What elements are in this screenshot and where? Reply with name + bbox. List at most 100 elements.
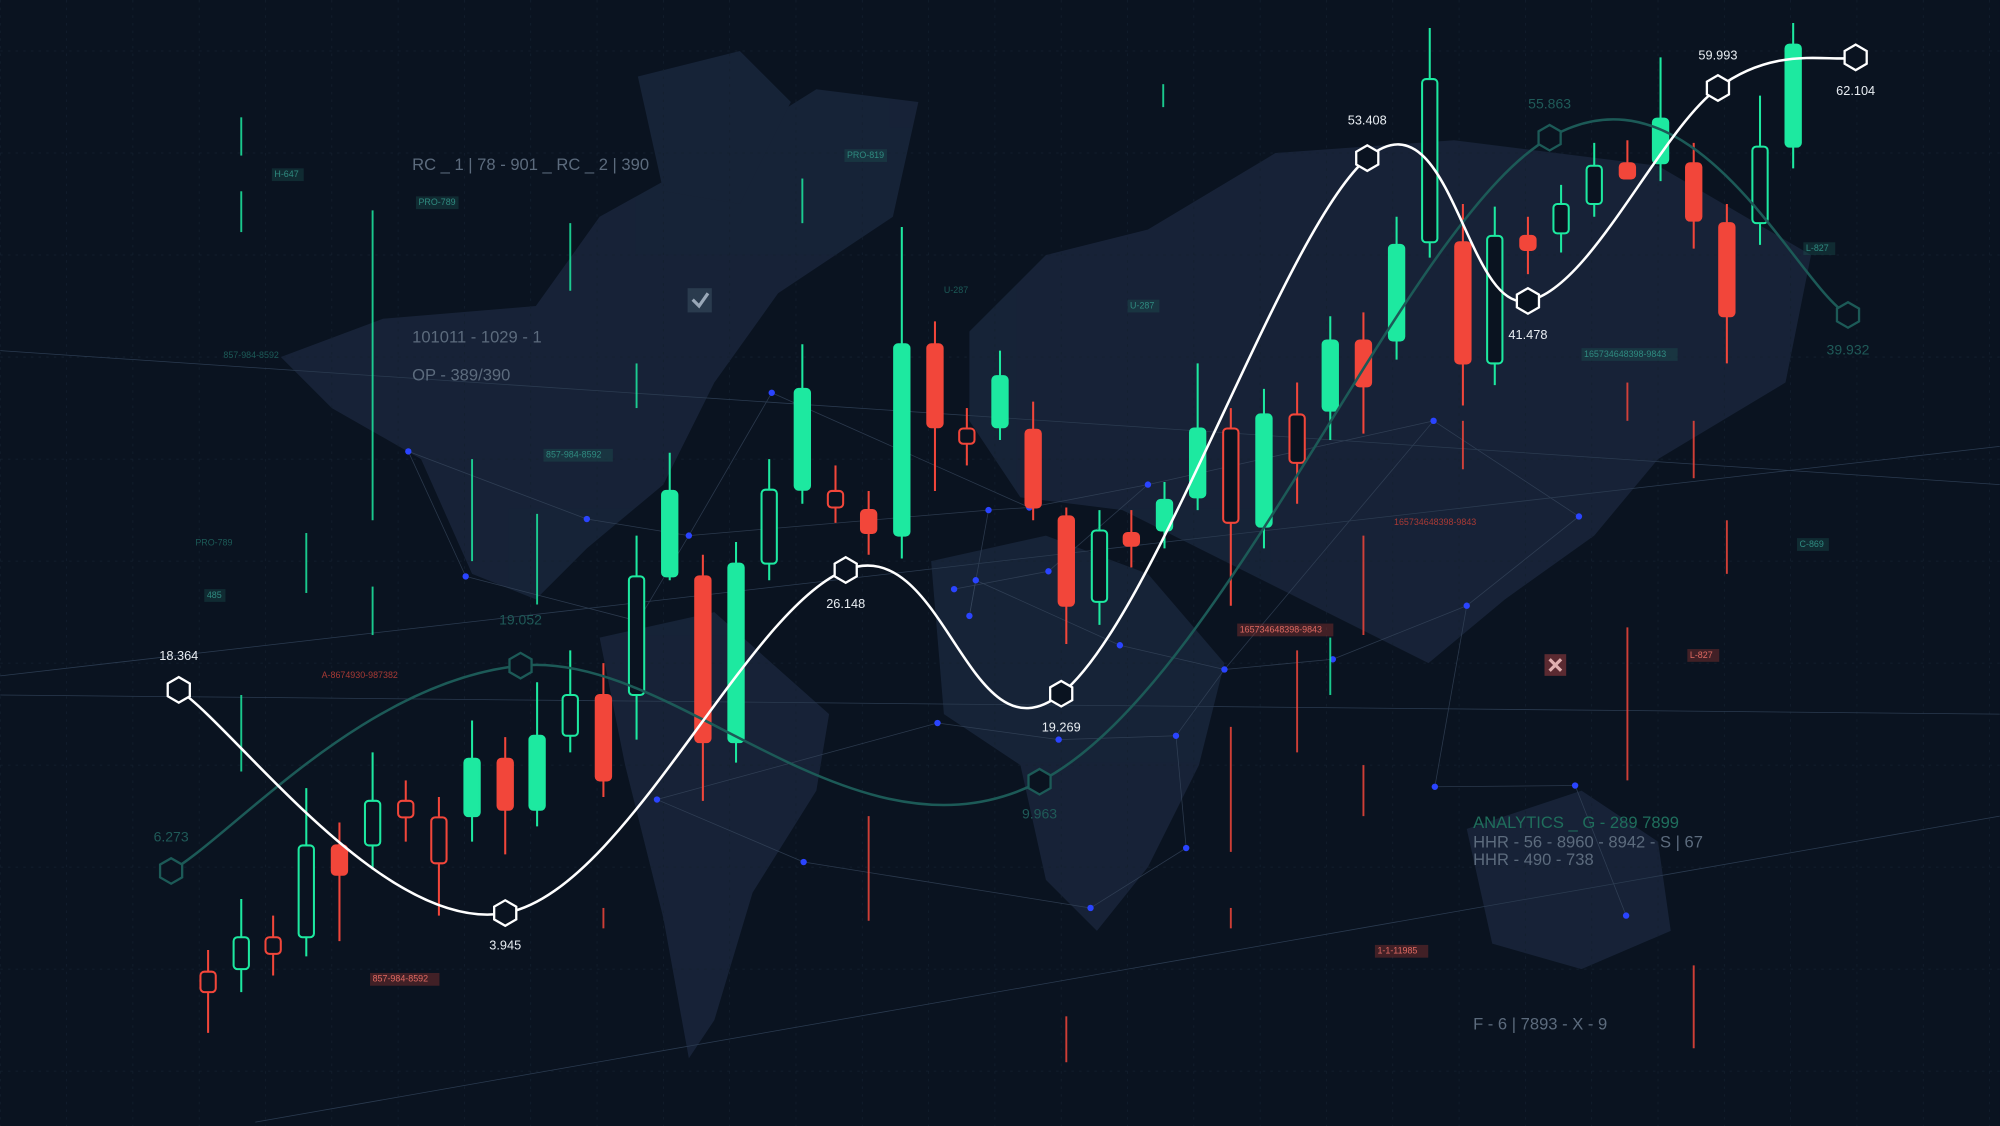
decor-lines: [240, 84, 1728, 1063]
tag-label: 485: [207, 590, 222, 600]
candlesticks: [199, 22, 1802, 1033]
tag-label: 857-984-8592: [373, 974, 429, 984]
network-node: [966, 612, 973, 620]
candle-body: [1718, 222, 1736, 318]
candle-body: [1255, 413, 1273, 528]
network-node: [1116, 642, 1124, 649]
candle-body: [1090, 529, 1109, 603]
network-link: [1090, 847, 1187, 909]
candle-body: [1387, 243, 1406, 342]
check-mark: [691, 292, 710, 309]
candle-body: [958, 427, 976, 445]
candle-body: [594, 693, 613, 782]
candle-body: [793, 387, 812, 491]
candle-body: [363, 799, 382, 847]
world-map: [280, 51, 1812, 1059]
network-node: [768, 389, 775, 396]
tag-label: U-287: [944, 285, 968, 295]
network-link: [688, 392, 773, 536]
candle-body: [1784, 43, 1802, 148]
network-link: [408, 451, 587, 520]
main-node: [1515, 286, 1541, 316]
network-link: [0, 694, 2000, 715]
network-link: [1332, 605, 1467, 660]
code-text: 101011 - 1029 - 1: [412, 327, 542, 346]
candle-body: [232, 936, 250, 971]
secondary-label: 39.932: [1827, 341, 1870, 357]
candle-body: [1222, 427, 1240, 524]
tag-box: [1796, 538, 1829, 551]
candle-body: [826, 489, 845, 509]
candle-body: [1618, 162, 1637, 180]
tags: H-647 PRO-789 PRO-819 U-287 U-287 857-984-859…: [195, 149, 1836, 986]
candle-body: [1057, 515, 1075, 607]
network-node: [1182, 844, 1190, 852]
network-link: [407, 451, 467, 577]
tag-box: [1687, 649, 1720, 662]
main-node: [493, 898, 518, 928]
network: [0, 350, 2000, 1123]
tag-label: 165734648398-9843: [1394, 517, 1476, 527]
tag-label: L-827: [1806, 243, 1829, 253]
network-link: [975, 579, 1121, 646]
network-node: [1430, 417, 1437, 425]
network-link: [1224, 658, 1333, 670]
tag-label: U-287: [1130, 300, 1154, 310]
network-node: [583, 515, 591, 523]
main-node: [1843, 43, 1868, 72]
tag-label: H-647: [274, 169, 298, 179]
tag-label: PRO-789: [419, 197, 456, 207]
network-node: [1144, 481, 1152, 488]
candle-body: [1321, 339, 1339, 412]
network-node: [462, 573, 469, 580]
candle-body: [1685, 162, 1703, 222]
secondary-label: 9.963: [1022, 806, 1057, 822]
candle-body: [264, 936, 282, 955]
candle-body: [1585, 164, 1603, 206]
main-node: [1705, 73, 1731, 103]
candle-body: [760, 488, 778, 565]
secondary-node: [508, 651, 533, 680]
tag-box: [1127, 299, 1160, 313]
tag-label: PRO-789: [195, 538, 232, 548]
tag-box: [1237, 623, 1334, 637]
network-link: [1058, 735, 1176, 740]
network-link: [1433, 420, 1580, 517]
network-node: [1045, 568, 1052, 575]
network-node: [685, 532, 693, 539]
network-link: [988, 507, 1030, 511]
code-text: OP - 389/390: [412, 366, 510, 385]
analytics-text: HHR - 56 - 8960 - 8942 - S | 67: [1473, 832, 1703, 851]
candle-body: [727, 562, 745, 744]
network-link: [465, 576, 638, 622]
network-node: [1571, 782, 1579, 789]
network-link: [803, 861, 1091, 909]
tag-label: 1-1-11985: [1377, 946, 1417, 956]
candle-body: [1122, 532, 1141, 547]
candle-body: [1751, 145, 1769, 225]
network-link: [1029, 484, 1148, 508]
candle-body: [330, 844, 349, 876]
candle-body: [926, 343, 944, 429]
main-label: 41.478: [1508, 327, 1547, 342]
main-label: 19.269: [1042, 720, 1081, 735]
network-link: [1224, 420, 1434, 670]
candle-body: [463, 757, 481, 818]
secondary-line: [170, 118, 1849, 873]
status-icons: [687, 288, 1567, 676]
main-label: 53.408: [1348, 113, 1387, 128]
network-node: [1622, 912, 1630, 919]
secondary-label: 19.052: [499, 612, 542, 628]
tag-label: L-827: [1690, 650, 1713, 660]
tag-box: [415, 196, 459, 210]
candle-body: [561, 693, 579, 737]
candle-body: [430, 816, 448, 865]
network-link: [969, 510, 989, 616]
main-label: 26.148: [826, 596, 865, 611]
network-node: [972, 577, 979, 584]
trend-lines: 6.273 19.052 9.963 55.863 39.932 18.364 3.945 2…: [154, 43, 1875, 953]
main-label: 18.364: [159, 648, 198, 663]
network-node: [1055, 736, 1062, 743]
main-line: [178, 56, 1856, 916]
